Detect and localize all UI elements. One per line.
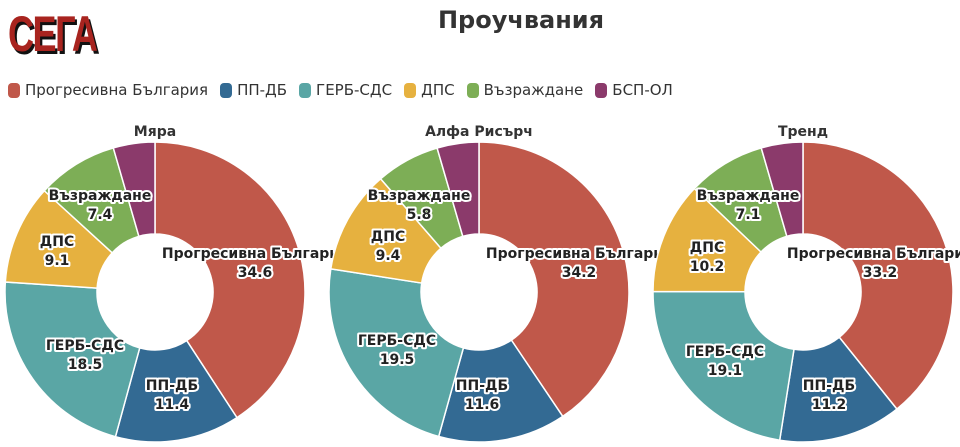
donut-slice[interactable] bbox=[652, 290, 795, 442]
legend-swatch bbox=[404, 82, 417, 98]
donut-slice[interactable] bbox=[652, 187, 763, 293]
logo: СЕГА bbox=[8, 6, 98, 62]
slice-label: Възраждане bbox=[368, 188, 471, 204]
slice-value: 19.5 bbox=[380, 352, 415, 368]
donut-slice[interactable] bbox=[437, 339, 564, 443]
legend-swatch bbox=[220, 82, 233, 98]
slice-label: Прогресивна България bbox=[486, 246, 672, 262]
donut-slice[interactable] bbox=[478, 141, 630, 418]
slice-label: Прогресивна България bbox=[162, 246, 348, 262]
slice-label: ПП-ДБ bbox=[146, 378, 198, 394]
donut-slice[interactable] bbox=[328, 268, 465, 438]
slice-value: 9.4 bbox=[376, 248, 401, 264]
legend-item[interactable]: Прогресивна България bbox=[8, 81, 208, 99]
legend-item[interactable]: Възраждане bbox=[466, 81, 584, 99]
slice-value: 11.6 bbox=[465, 397, 500, 413]
legend-label: ГЕРБ-СДС bbox=[316, 81, 393, 99]
donut-slice[interactable] bbox=[760, 141, 804, 238]
legend-item[interactable]: БСП-ОЛ bbox=[595, 81, 673, 99]
slice-value: 9.1 bbox=[45, 253, 70, 269]
slice-label: ДПС bbox=[40, 234, 74, 250]
slice-value: 10.2 bbox=[690, 259, 725, 275]
slice-value: 7.4 bbox=[88, 207, 113, 223]
slice-label: Възраждане bbox=[697, 188, 800, 204]
donut-slice[interactable] bbox=[4, 281, 141, 438]
legend-label: ПП-ДБ bbox=[237, 81, 288, 99]
slice-label: ПП-ДБ bbox=[456, 378, 508, 394]
donut-slice[interactable] bbox=[112, 141, 156, 238]
legend-item[interactable]: ДПС bbox=[404, 81, 455, 99]
slice-value: 7.1 bbox=[736, 207, 761, 223]
legend-label: Възраждане bbox=[483, 81, 584, 99]
slice-value: 5.8 bbox=[407, 207, 432, 223]
legend-label: Прогресивна България bbox=[25, 81, 209, 99]
slice-value: 34.2 bbox=[562, 265, 597, 281]
slice-value: 18.5 bbox=[68, 357, 103, 373]
slice-label: ДПС bbox=[371, 229, 405, 245]
donut-slice[interactable] bbox=[778, 336, 898, 443]
slice-label: ГЕРБ-СДС bbox=[46, 338, 124, 354]
slice-value: 11.4 bbox=[155, 397, 190, 413]
legend-label: ДПС bbox=[421, 81, 455, 99]
slice-label: Възраждане bbox=[49, 188, 152, 204]
slice-value: 11.2 bbox=[812, 397, 847, 413]
donut-slice[interactable] bbox=[436, 141, 480, 238]
legend-label: БСП-ОЛ bbox=[612, 81, 673, 99]
slice-label: ДПС bbox=[690, 240, 724, 256]
page-title: Проучвания bbox=[437, 6, 605, 34]
chart-title: Мяра bbox=[134, 124, 176, 140]
legend-swatch bbox=[8, 82, 20, 98]
donut-slice[interactable] bbox=[802, 141, 954, 411]
chart-title: Тренд bbox=[778, 124, 828, 140]
legend-swatch bbox=[595, 82, 608, 98]
slice-value: 19.1 bbox=[708, 363, 743, 379]
chart-title: Алфа Рисърч bbox=[425, 124, 533, 140]
slice-label: ПП-ДБ bbox=[803, 378, 855, 394]
legend-swatch bbox=[466, 82, 479, 98]
slice-value: 34.6 bbox=[238, 265, 273, 281]
legend: Прогресивна България ПП-ДБ ГЕРБ-СДС ДПС Възр… bbox=[8, 81, 673, 99]
legend-swatch bbox=[299, 82, 312, 98]
slice-label: ГЕРБ-СДС bbox=[358, 333, 436, 349]
donut-slice[interactable] bbox=[114, 339, 238, 443]
slice-value: 33.2 bbox=[863, 265, 898, 281]
legend-item[interactable]: ГЕРБ-СДС bbox=[299, 81, 392, 99]
legend-item[interactable]: ПП-ДБ bbox=[220, 81, 287, 99]
slice-label: Прогресивна България bbox=[787, 246, 960, 262]
slice-label: ГЕРБ-СДС bbox=[686, 344, 764, 360]
